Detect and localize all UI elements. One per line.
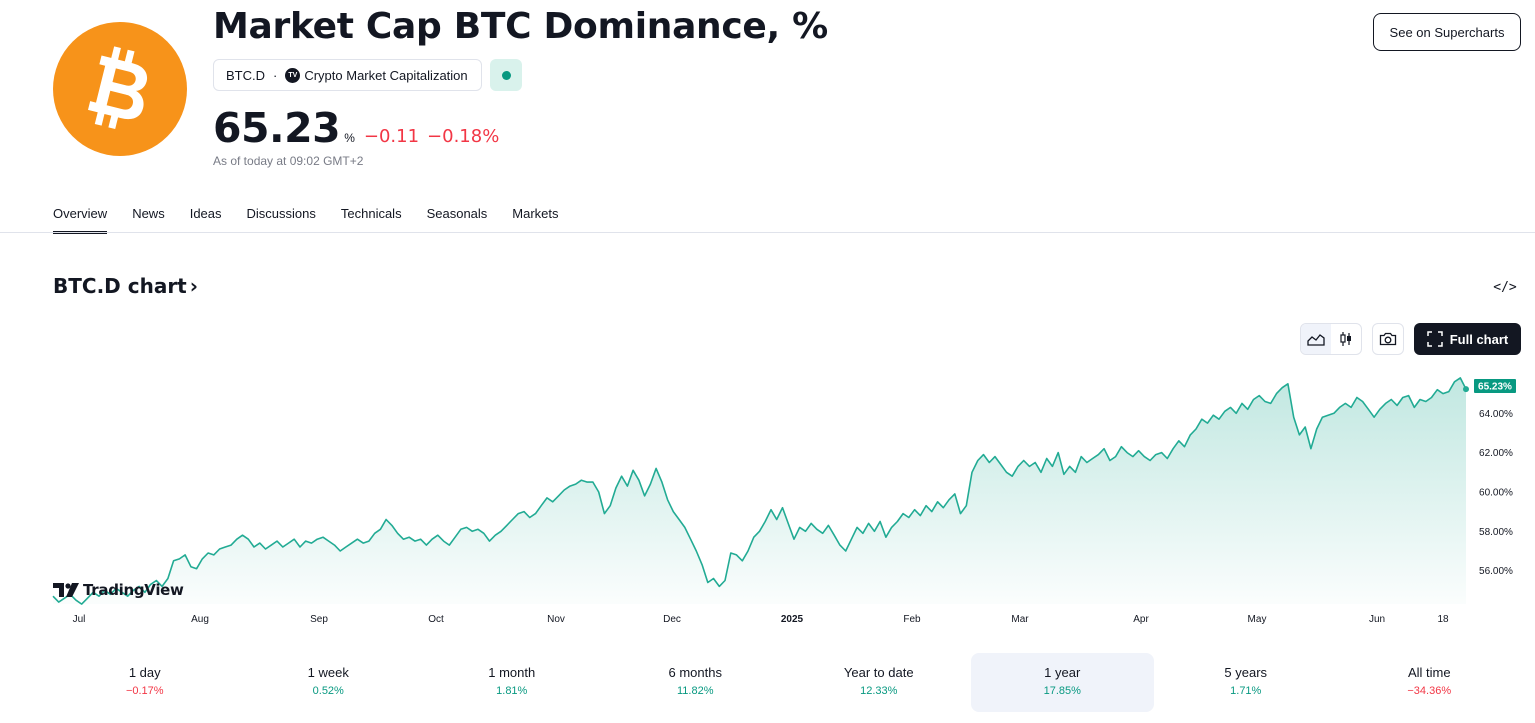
x-axis-tick-label: Jun bbox=[1369, 614, 1385, 625]
period-1-day[interactable]: 1 day −0.17% bbox=[53, 653, 237, 712]
candles-chart-button[interactable] bbox=[1331, 324, 1361, 354]
svg-text:65.23%: 65.23% bbox=[1478, 382, 1512, 393]
tab-overview[interactable]: Overview bbox=[53, 198, 108, 234]
price-change-percent: −0.18% bbox=[427, 126, 500, 147]
period-value: 1.71% bbox=[1230, 685, 1262, 697]
full-chart-button[interactable]: Full chart bbox=[1414, 323, 1521, 355]
current-price: 65.23 bbox=[213, 104, 341, 152]
snapshot-button[interactable] bbox=[1372, 323, 1404, 355]
x-axis-tick-label: May bbox=[1248, 614, 1267, 625]
tradingview-wordmark: TradingView bbox=[83, 581, 184, 599]
tradingview-watermark[interactable]: TradingView bbox=[53, 581, 184, 599]
candles-icon bbox=[1340, 332, 1351, 346]
x-axis-tick-label: Jul bbox=[73, 614, 86, 625]
x-axis-tick-label: 2025 bbox=[781, 614, 804, 625]
y-axis-tick-label: 62.00% bbox=[1479, 448, 1513, 459]
x-axis-tick-label: Mar bbox=[1011, 614, 1029, 625]
embed-code-button[interactable]: </> bbox=[1493, 279, 1517, 295]
chevron-right-icon: › bbox=[189, 274, 198, 298]
y-axis-tick-label: 56.00% bbox=[1479, 566, 1513, 577]
period-value: 17.85% bbox=[1043, 685, 1081, 697]
period-label: 6 months bbox=[668, 665, 722, 680]
chart-title-link[interactable]: BTC.D chart › bbox=[53, 274, 198, 298]
area-chart-button[interactable] bbox=[1301, 324, 1331, 354]
period-label: Year to date bbox=[843, 665, 914, 680]
tradingview-mini-icon: TV bbox=[285, 67, 301, 83]
period-label: 5 years bbox=[1224, 665, 1268, 680]
period-5-years[interactable]: 5 years 1.71% bbox=[1154, 653, 1338, 712]
x-axis-tick-label: Apr bbox=[1133, 614, 1149, 625]
tab-seasonals[interactable]: Seasonals bbox=[426, 206, 488, 221]
period-label: 1 year bbox=[1044, 665, 1081, 680]
separator-dot: · bbox=[273, 67, 278, 83]
tradingview-logo-icon bbox=[53, 583, 79, 597]
series-line bbox=[52, 377, 1467, 605]
tab-ideas[interactable]: Ideas bbox=[189, 206, 222, 221]
x-axis-tick-label: Sep bbox=[310, 614, 328, 625]
camera-icon bbox=[1379, 332, 1397, 346]
period-performance-row: 1 day −0.17% 1 week 0.52% 1 month 1.81% 6 m… bbox=[53, 653, 1521, 712]
period-value: 0.52% bbox=[312, 685, 344, 697]
period-1-year[interactable]: 1 year 17.85% bbox=[970, 653, 1154, 712]
price-change-absolute: −0.11 bbox=[363, 126, 420, 147]
last-value-label: 65.23% bbox=[1474, 379, 1516, 393]
x-axis-tick-label: Dec bbox=[663, 614, 681, 625]
x-axis-tick-label: Nov bbox=[547, 614, 565, 625]
tabs-divider bbox=[0, 232, 1535, 233]
bitcoin-logo bbox=[53, 22, 187, 156]
page-title: Market Cap BTC Dominance, % bbox=[213, 6, 828, 47]
ticker-symbol: BTC.D bbox=[226, 67, 265, 83]
period-value: 11.82% bbox=[677, 685, 714, 697]
price-timestamp: As of today at 09:02 GMT+2 bbox=[213, 154, 364, 168]
period-6-months[interactable]: 6 months 11.82% bbox=[604, 653, 788, 712]
period-all-time[interactable]: All time −34.36% bbox=[1338, 653, 1522, 712]
x-axis-tick-label: Feb bbox=[903, 614, 921, 625]
btc-dominance-area-chart[interactable]: 64.00% 62.00% 60.00% 58.00% 56.00% 65.23% Ju… bbox=[0, 360, 1535, 635]
period-value: −0.17% bbox=[125, 685, 164, 697]
x-axis-tick-label: Aug bbox=[191, 614, 209, 625]
chart-title-text: BTC.D chart bbox=[53, 274, 187, 298]
period-label: 1 month bbox=[488, 665, 536, 680]
tab-discussions[interactable]: Discussions bbox=[246, 206, 316, 221]
fullscreen-icon bbox=[1426, 331, 1443, 347]
period-value: 1.81% bbox=[496, 685, 528, 697]
period-label: 1 day bbox=[128, 665, 161, 680]
status-dot-icon bbox=[501, 70, 511, 80]
period-1-week[interactable]: 1 week 0.52% bbox=[237, 653, 421, 712]
area-chart-icon bbox=[1307, 334, 1325, 346]
period-label: 1 week bbox=[307, 665, 349, 680]
exchange-name: Crypto Market Capitalization bbox=[304, 67, 468, 83]
see-on-supercharts-button[interactable]: See on Supercharts bbox=[1373, 13, 1521, 51]
tab-markets[interactable]: Markets bbox=[512, 206, 559, 221]
area-fill bbox=[53, 377, 1466, 605]
period-value: −34.36% bbox=[1407, 685, 1452, 697]
x-axis-tick-label: 18 bbox=[1437, 614, 1449, 625]
chart-type-selector bbox=[1300, 323, 1362, 355]
y-axis-tick-label: 60.00% bbox=[1479, 487, 1513, 498]
last-value-dot bbox=[1463, 386, 1469, 393]
symbol-tabs: Overview News Ideas Discussions Technica… bbox=[53, 198, 584, 234]
tab-news[interactable]: News bbox=[132, 206, 165, 221]
tab-technicals[interactable]: Technicals bbox=[340, 206, 402, 221]
x-axis-tick-label: Oct bbox=[428, 614, 444, 625]
period-year-to-date[interactable]: Year to date 12.33% bbox=[787, 653, 971, 712]
period-1-month[interactable]: 1 month 1.81% bbox=[420, 653, 604, 712]
price-unit: % bbox=[344, 131, 355, 145]
period-label: All time bbox=[1407, 665, 1451, 680]
bitcoin-icon bbox=[87, 46, 148, 130]
y-axis-tick-label: 64.00% bbox=[1479, 409, 1513, 420]
market-status-indicator[interactable] bbox=[490, 59, 522, 91]
period-value: 12.33% bbox=[860, 685, 898, 697]
price-row: 65.23 % −0.11 −0.18% bbox=[213, 104, 507, 152]
symbol-info-pill[interactable]: BTC.D · TV Crypto Market Capitalization bbox=[213, 59, 482, 91]
y-axis-tick-label: 58.00% bbox=[1479, 527, 1513, 538]
full-chart-label: Full chart bbox=[1449, 331, 1509, 347]
